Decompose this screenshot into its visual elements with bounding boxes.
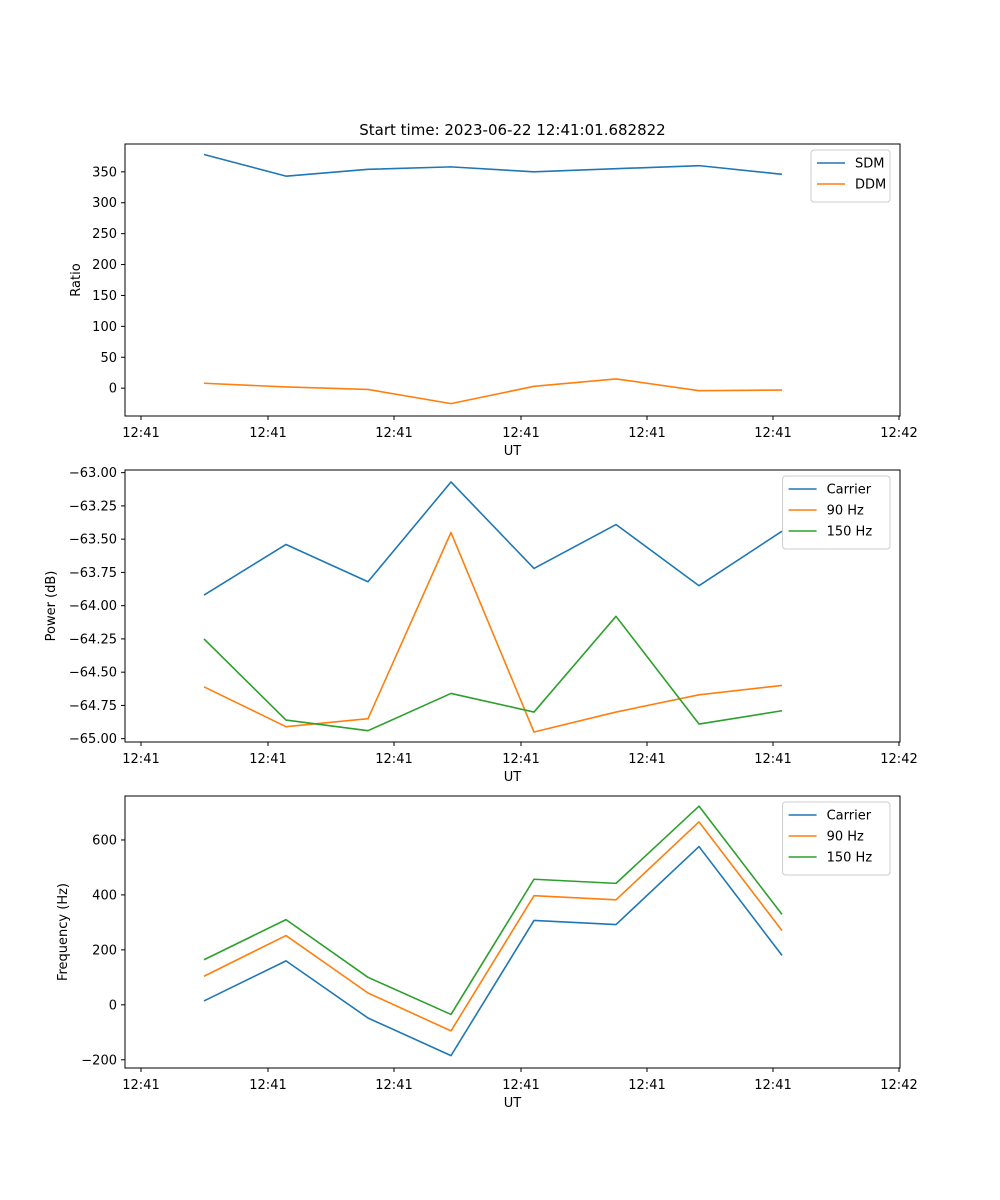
series-line-3-1 bbox=[203, 845, 783, 1057]
y-tick-label-1-3: 100 bbox=[92, 320, 117, 335]
x-tick-label-1-1: 12:41 bbox=[122, 426, 159, 441]
x-axis-label-2: UT bbox=[504, 770, 522, 785]
series-line-2-1 bbox=[203, 481, 783, 596]
series-line-2-2 bbox=[203, 531, 783, 733]
y-tick-label-2-5: −64.00 bbox=[69, 599, 117, 614]
legend-label-3-2: 90 Hz bbox=[827, 830, 864, 845]
y-tick-label-2-9: −63.00 bbox=[69, 466, 117, 481]
y-tick-label-2-4: −64.25 bbox=[69, 632, 117, 647]
y-tick-label-2-8: −63.25 bbox=[69, 499, 117, 514]
plots: 12:41 12:41 12:41 12:41 12:41 12:41 12:42 0 50 10… bbox=[44, 143, 918, 1111]
series-line-3-2 bbox=[203, 821, 783, 1032]
y-tick-label-2-6: −63.75 bbox=[69, 566, 117, 581]
series-line-3-3 bbox=[203, 805, 783, 1016]
x-tick-label-1-2: 12:41 bbox=[249, 426, 286, 441]
legend-1: SDM DDM bbox=[810, 149, 891, 203]
x-tick-label-3-1: 12:41 bbox=[122, 1078, 159, 1093]
y-axis-label-2: Power (dB) bbox=[44, 571, 59, 642]
y-tick-label-2-2: −64.75 bbox=[69, 699, 117, 714]
legend-label-3-3: 150 Hz bbox=[827, 851, 873, 866]
x-tick-label-2-2: 12:41 bbox=[249, 752, 286, 767]
x-tick-label-2-7: 12:42 bbox=[880, 752, 917, 767]
y-axis-label-1: Ratio bbox=[69, 263, 84, 296]
y-tick-label-2-7: −63.50 bbox=[69, 533, 117, 548]
x-tick-label-1-5: 12:41 bbox=[628, 426, 665, 441]
panel-2: 12:41 12:41 12:41 12:41 12:41 12:41 12:42 −65.0… bbox=[44, 466, 918, 785]
y-tick-label-2-3: −64.50 bbox=[69, 666, 117, 681]
y-tick-label-3-3: 200 bbox=[92, 943, 117, 958]
x-tick-label-2-3: 12:41 bbox=[375, 752, 412, 767]
panel-1: 12:41 12:41 12:41 12:41 12:41 12:41 12:42 0 50 10… bbox=[69, 143, 918, 459]
y-tick-label-1-8: 350 bbox=[92, 165, 117, 180]
axes-frame-3 bbox=[124, 795, 901, 1069]
x-tick-label-2-4: 12:41 bbox=[502, 752, 539, 767]
legend-3: Carrier 90 Hz 150 Hz bbox=[782, 801, 891, 876]
series-line-1-1 bbox=[203, 153, 783, 177]
series-line-2-3 bbox=[203, 615, 783, 732]
y-axis-label-3: Frequency (Hz) bbox=[56, 883, 71, 981]
series-line-1-2 bbox=[203, 378, 783, 405]
y-tick-label-1-1: 0 bbox=[109, 382, 117, 397]
x-tick-label-3-2: 12:41 bbox=[249, 1078, 286, 1093]
x-axis-label-1: UT bbox=[504, 444, 522, 459]
y-tick-label-1-2: 50 bbox=[100, 351, 117, 366]
x-tick-label-3-6: 12:41 bbox=[754, 1078, 791, 1093]
axes-frame-1 bbox=[124, 143, 901, 417]
x-tick-label-3-5: 12:41 bbox=[628, 1078, 665, 1093]
y-tick-label-3-2: 0 bbox=[109, 998, 117, 1013]
x-tick-label-1-3: 12:41 bbox=[375, 426, 412, 441]
y-tick-label-1-7: 300 bbox=[92, 196, 117, 211]
x-tick-label-2-1: 12:41 bbox=[122, 752, 159, 767]
x-tick-label-2-6: 12:41 bbox=[754, 752, 791, 767]
legend-label-1-1: SDM bbox=[855, 157, 884, 172]
x-tick-label-3-7: 12:42 bbox=[880, 1078, 917, 1093]
legend-label-2-3: 150 Hz bbox=[827, 525, 873, 540]
x-tick-label-2-5: 12:41 bbox=[628, 752, 665, 767]
x-tick-label-1-7: 12:42 bbox=[880, 426, 917, 441]
legend-label-2-2: 90 Hz bbox=[827, 504, 864, 519]
legend-2: Carrier 90 Hz 150 Hz bbox=[782, 475, 891, 550]
y-tick-label-1-6: 250 bbox=[92, 227, 117, 242]
x-axis-label-3: UT bbox=[504, 1096, 522, 1111]
legend-label-3-1: Carrier bbox=[827, 809, 872, 824]
y-tick-label-3-5: 600 bbox=[92, 833, 117, 848]
y-tick-label-3-4: 400 bbox=[92, 888, 117, 903]
legend-label-2-1: Carrier bbox=[827, 483, 872, 498]
chart-title: Start time: 2023-06-22 12:41:01.682822 bbox=[359, 121, 665, 139]
y-tick-label-1-4: 150 bbox=[92, 289, 117, 304]
x-tick-label-3-4: 12:41 bbox=[502, 1078, 539, 1093]
panel-3: 12:41 12:41 12:41 12:41 12:41 12:41 12:42 −200 0… bbox=[56, 795, 918, 1111]
legend-label-1-2: DDM bbox=[855, 178, 886, 193]
x-tick-label-3-3: 12:41 bbox=[375, 1078, 412, 1093]
y-tick-label-3-1: −200 bbox=[81, 1053, 117, 1068]
x-tick-label-1-4: 12:41 bbox=[502, 426, 539, 441]
x-tick-label-1-6: 12:41 bbox=[754, 426, 791, 441]
y-tick-label-1-5: 200 bbox=[92, 258, 117, 273]
y-tick-label-2-1: −65.00 bbox=[69, 732, 117, 747]
